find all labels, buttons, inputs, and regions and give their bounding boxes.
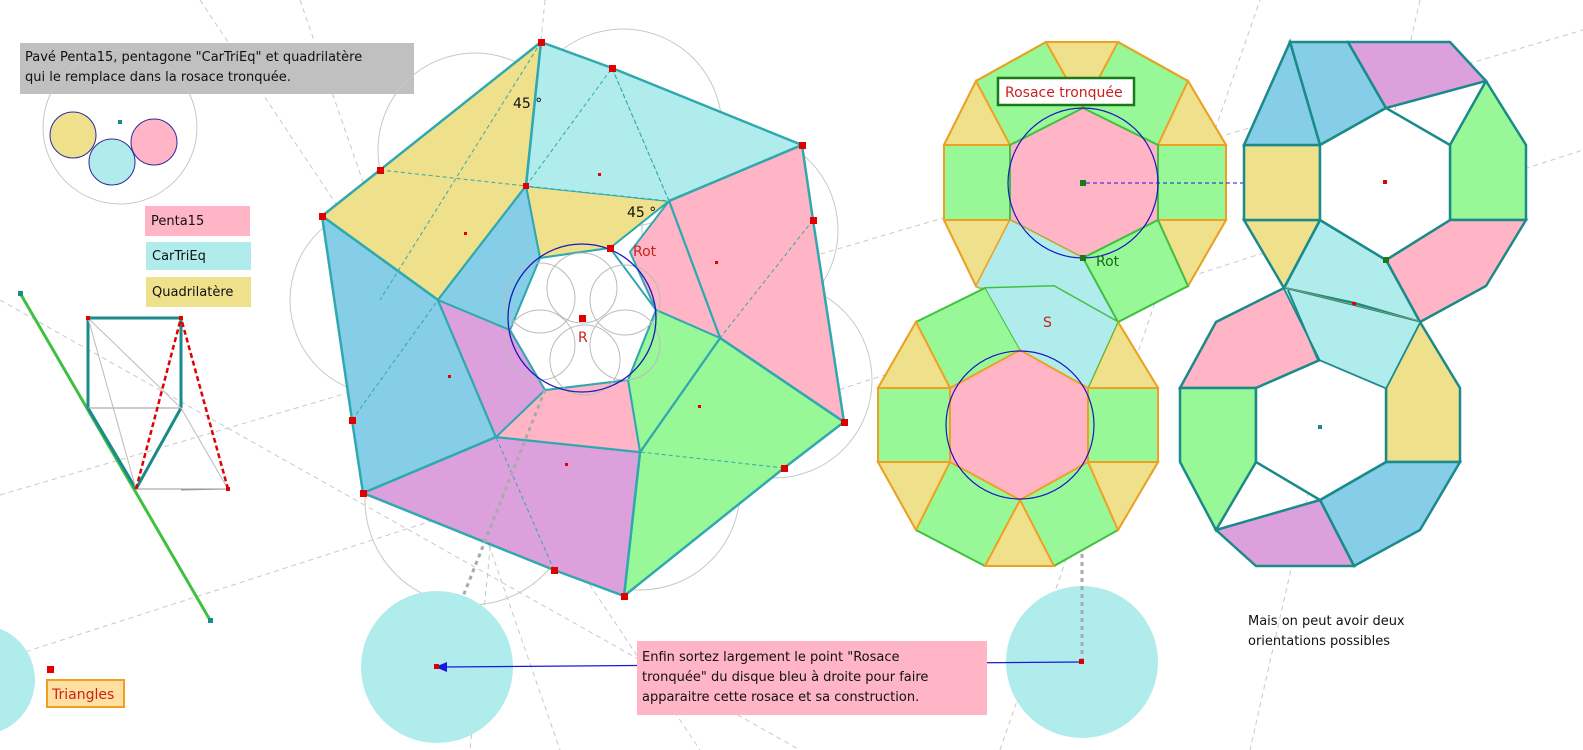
final-line-3: apparaitre cette rosace et sa constructi… <box>642 690 920 705</box>
angle-label-mid: 45 ° <box>627 205 656 221</box>
intro-line-1: Pavé Penta15, pentagone "CarTriEq" et qu… <box>25 50 363 65</box>
legend-quadrilatere: Quadrilatère <box>152 285 234 300</box>
final-line-2: tronquée" du disque bleu à droite pour f… <box>642 670 929 685</box>
intro-note-box <box>20 43 414 94</box>
rosace-button[interactable]: Rosace tronquée <box>1005 85 1123 101</box>
final-line-1: Enfin sortez largement le point "Rosace <box>642 650 900 665</box>
rot-label: Rot <box>633 244 657 260</box>
legend-quadrilatere-swatch <box>146 277 251 307</box>
ring-lower <box>1177 286 1463 568</box>
legend-cartrieq: CarTriEq <box>152 249 206 264</box>
orient-line-1: Mais on peut avoir deux <box>1248 614 1405 629</box>
intro-note: Pavé Penta15, pentagone "CarTriEq" et qu… <box>25 48 362 88</box>
central-rosette <box>289 28 873 668</box>
left-cyan-disk <box>0 628 35 732</box>
angle-label-top: 45 ° <box>513 96 542 112</box>
rosace-button-box[interactable] <box>996 76 1136 107</box>
orientation-note: Mais on peut avoir deux orientations pos… <box>1248 612 1405 652</box>
rosace-lower <box>876 284 1160 567</box>
s-label: S <box>1043 315 1052 331</box>
intro-line-2: qui le remplace dans la rosace tronquée. <box>25 70 291 85</box>
final-note-box <box>637 641 987 715</box>
legend-cartrieq-swatch <box>146 242 251 270</box>
rot2-label: Rot <box>1096 254 1120 270</box>
legend-penta15: Penta15 <box>151 214 205 229</box>
triangles-point[interactable] <box>47 666 54 673</box>
legend-penta15-swatch <box>145 206 250 236</box>
orient-line-2: orientations possibles <box>1248 634 1391 649</box>
left-figure <box>18 291 230 623</box>
r-label: R <box>578 330 588 346</box>
ring-upper <box>1241 38 1529 325</box>
triangles-button[interactable]: Triangles <box>51 687 114 703</box>
triangles-button-box[interactable] <box>46 679 125 708</box>
circles-illustration <box>42 49 198 205</box>
final-note: Enfin sortez largement le point "Rosace … <box>642 648 928 708</box>
